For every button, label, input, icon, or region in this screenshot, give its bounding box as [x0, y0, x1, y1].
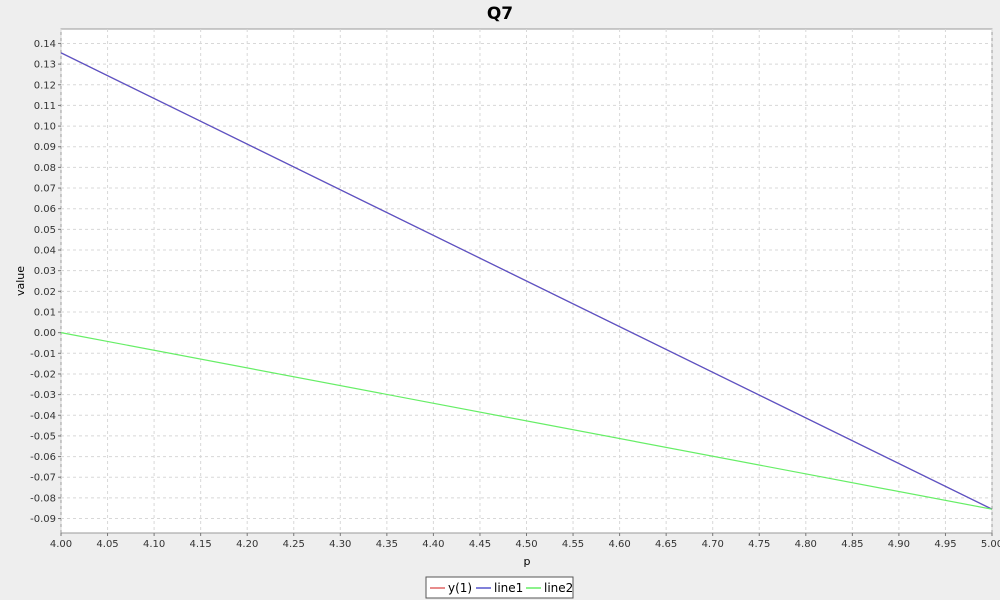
y-axis-ticks: 0.14 0.13 0.12 0.11 0.10 0.09 0.08 0.07 0.06 0.05… — [30, 39, 61, 525]
y-tick-label: -0.08 — [30, 493, 56, 504]
series-line-line1 — [60, 52, 993, 510]
y-tick-label: 0.03 — [34, 266, 56, 277]
legend-box — [425, 576, 574, 599]
y-tick-label: -0.05 — [30, 431, 56, 442]
y-axis-label: value — [14, 266, 27, 296]
x-tick-label: 4.95 — [934, 539, 956, 550]
x-tick-label: 4.60 — [608, 539, 630, 550]
x-tick-label: 4.55 — [562, 539, 584, 550]
grid — [60, 29, 993, 533]
x-tick-label: 4.50 — [515, 539, 537, 550]
y-tick-label: 0.08 — [34, 163, 56, 174]
y-tick-label: 0.07 — [34, 184, 56, 195]
y-tick-label: -0.04 — [30, 411, 56, 422]
series — [60, 52, 993, 510]
y-tick-label: 0.01 — [34, 307, 56, 318]
x-tick-label: 4.10 — [143, 539, 165, 550]
x-axis-ticks: 4.00 4.05 4.10 4.15 4.20 4.25 4.30 4.35 4.40 4.45… — [50, 533, 1000, 550]
y-tick-label: -0.09 — [30, 514, 56, 525]
y-tick-label: 0.02 — [34, 287, 56, 298]
legend-label: y(1) — [448, 581, 472, 595]
x-tick-label: 4.00 — [50, 539, 72, 550]
y-tick-label: -0.02 — [30, 369, 56, 380]
legend-label: line1 — [494, 581, 523, 595]
y-tick-label: -0.01 — [30, 349, 56, 360]
x-tick-label: 4.70 — [702, 539, 724, 550]
y-tick-label: 0.12 — [34, 80, 56, 91]
x-tick-label: 4.20 — [236, 539, 258, 550]
legend-label: line2 — [544, 581, 573, 595]
x-tick-label: 4.45 — [469, 539, 491, 550]
y-tick-label: 0.00 — [34, 328, 56, 339]
chart-title: Q7 — [487, 4, 513, 24]
y-tick-label: 0.14 — [34, 39, 56, 50]
x-tick-label: 4.35 — [376, 539, 398, 550]
x-tick-label: 4.90 — [888, 539, 910, 550]
y-tick-label: 0.05 — [34, 225, 56, 236]
series-line-line2 — [60, 332, 993, 510]
x-tick-label: 4.80 — [795, 539, 817, 550]
y-tick-label: 0.13 — [34, 60, 56, 71]
x-tick-label: 4.40 — [422, 539, 444, 550]
y-tick-label: 0.09 — [34, 142, 56, 153]
x-tick-label: 4.65 — [655, 539, 677, 550]
legend: y(1) line1 line2 — [425, 576, 574, 599]
y-tick-label: -0.06 — [30, 452, 56, 463]
x-axis-label: p — [524, 555, 531, 568]
y-tick-label: -0.07 — [30, 473, 56, 484]
y-tick-label: 0.11 — [34, 101, 56, 112]
x-tick-label: 4.05 — [96, 539, 118, 550]
y-tick-label: 0.06 — [34, 204, 56, 215]
y-tick-label: 0.04 — [34, 246, 56, 257]
x-tick-label: 4.85 — [841, 539, 863, 550]
x-tick-label: 4.25 — [283, 539, 305, 550]
x-tick-label: 5.00 — [981, 539, 1000, 550]
x-tick-label: 4.75 — [748, 539, 770, 550]
y-tick-label: -0.03 — [30, 390, 56, 401]
y-tick-label: 0.10 — [34, 122, 56, 133]
x-tick-label: 4.30 — [329, 539, 351, 550]
x-tick-label: 4.15 — [190, 539, 212, 550]
